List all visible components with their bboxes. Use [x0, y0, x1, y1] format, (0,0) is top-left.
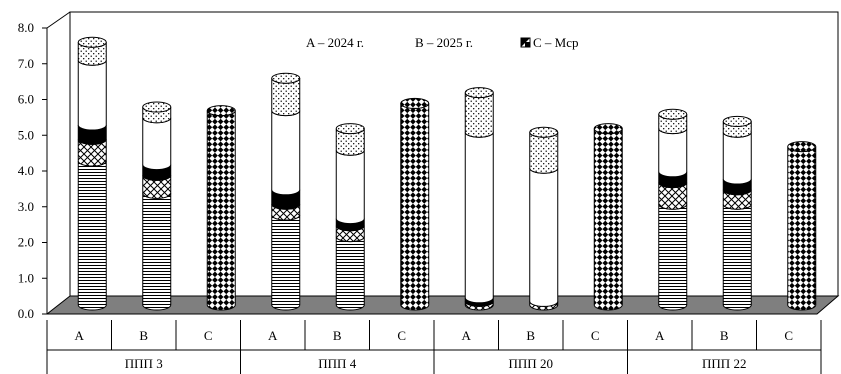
bar-segment-horizontal-lines	[142, 193, 172, 311]
x-category-label: A	[75, 328, 85, 343]
y-tick-label: 3.0	[18, 199, 34, 214]
bar-top-cap	[206, 105, 236, 117]
y-tick-label: 2.0	[18, 235, 34, 250]
x-category-label: C	[397, 328, 406, 343]
bar-segment-white	[142, 117, 172, 171]
legend-item-b: B – 2025 г.	[415, 35, 473, 50]
bar-top-cap	[658, 108, 688, 120]
floor	[45, 295, 840, 315]
bar-segment-white	[271, 110, 301, 196]
y-tick-label: 6.0	[18, 92, 34, 107]
bar-top-cap	[787, 141, 817, 153]
x-category-label: C	[204, 328, 213, 343]
bar-segment-white	[529, 168, 559, 307]
bar-ппп-4-a	[271, 72, 301, 311]
x-group-label: ППП 20	[509, 356, 553, 371]
bar-segment-checker	[593, 128, 623, 311]
bar-segment-white	[658, 128, 688, 178]
bars	[77, 36, 817, 311]
bar-segment-checker	[206, 110, 236, 311]
bar-ппп-3-c	[206, 105, 236, 311]
bar-ппп-4-c	[400, 97, 430, 311]
bar-segment-horizontal-lines	[658, 204, 688, 311]
bar-segment-dotted	[271, 78, 301, 117]
bar-top-cap	[464, 87, 494, 99]
x-category-label: B	[526, 328, 535, 343]
bar-ппп-22-a	[658, 108, 688, 311]
x-axis-table: A B C A B C A B C A B C ППП 3 ППП 4 ППП 20 ППП 22	[46, 320, 822, 374]
y-tick-label: 7.0	[18, 56, 34, 71]
y-tick-label: 5.0	[18, 127, 34, 142]
x-category-label: B	[139, 328, 148, 343]
bar-segment-horizontal-lines	[722, 204, 752, 311]
bar-top-cap	[77, 36, 107, 48]
bar-top-cap	[722, 115, 752, 127]
x-group-label: ППП 22	[702, 356, 746, 371]
x-category-label: A	[268, 328, 278, 343]
bar-top-cap	[142, 101, 172, 113]
bar-ппп-22-c	[787, 141, 817, 311]
x-category-label: A	[462, 328, 472, 343]
x-category-label: C	[591, 328, 600, 343]
wall-depth-top	[46, 11, 71, 29]
y-tick-label: 8.0	[18, 20, 34, 35]
bar-segment-checker	[400, 103, 430, 311]
bar-top-cap	[271, 72, 301, 84]
x-category-label: B	[720, 328, 729, 343]
bar-ппп-20-b	[529, 126, 559, 311]
plot-frame	[45, 11, 840, 315]
legend-item-a: A – 2024 г.	[306, 35, 364, 50]
x-category-label: B	[333, 328, 342, 343]
bar-segment-white	[77, 60, 107, 131]
x-category-label: A	[655, 328, 665, 343]
legend-item-c: C – Mcp	[533, 35, 579, 50]
bar-segment-horizontal-lines	[77, 160, 107, 311]
bar-top-cap	[335, 123, 365, 135]
bar-segment-horizontal-lines	[271, 214, 301, 311]
bar-ппп-22-b	[722, 115, 752, 311]
y-tick-label: 4.0	[18, 163, 34, 178]
bar-segment-white	[722, 132, 752, 185]
bar-ппп-20-a	[464, 87, 494, 311]
x-category-label: C	[784, 328, 793, 343]
x-group-label: ППП 3	[125, 356, 163, 371]
bar-ппп-3-a	[77, 36, 107, 311]
bar-segment-white	[464, 132, 494, 304]
legend-swatch-c	[520, 37, 531, 48]
bar-ппп-3-b	[142, 101, 172, 311]
bar-top-cap	[593, 123, 623, 135]
legend: A – 2024 г. B – 2025 г. C – Mcp	[306, 35, 579, 50]
bar-segment-checker	[787, 146, 817, 311]
y-tick-label: 0.0	[18, 306, 34, 321]
bar-segment-dotted	[529, 132, 559, 174]
y-tick-label: 1.0	[18, 270, 34, 285]
x-group-label: ППП 4	[318, 356, 356, 371]
bar-ппп-4-b	[335, 123, 365, 311]
bar-ппп-20-c	[593, 123, 623, 311]
bar-segment-horizontal-lines	[335, 236, 365, 311]
bar-top-cap	[400, 97, 430, 109]
bar-segment-white	[335, 150, 365, 225]
bar-top-cap	[529, 126, 559, 138]
y-axis-ticks: 0.0 1.0 2.0 3.0 4.0 5.0 6.0 7.0 8.0	[18, 20, 47, 321]
bar-segment-dotted	[464, 92, 494, 138]
